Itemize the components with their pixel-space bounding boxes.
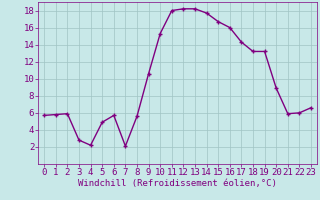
- X-axis label: Windchill (Refroidissement éolien,°C): Windchill (Refroidissement éolien,°C): [78, 179, 277, 188]
